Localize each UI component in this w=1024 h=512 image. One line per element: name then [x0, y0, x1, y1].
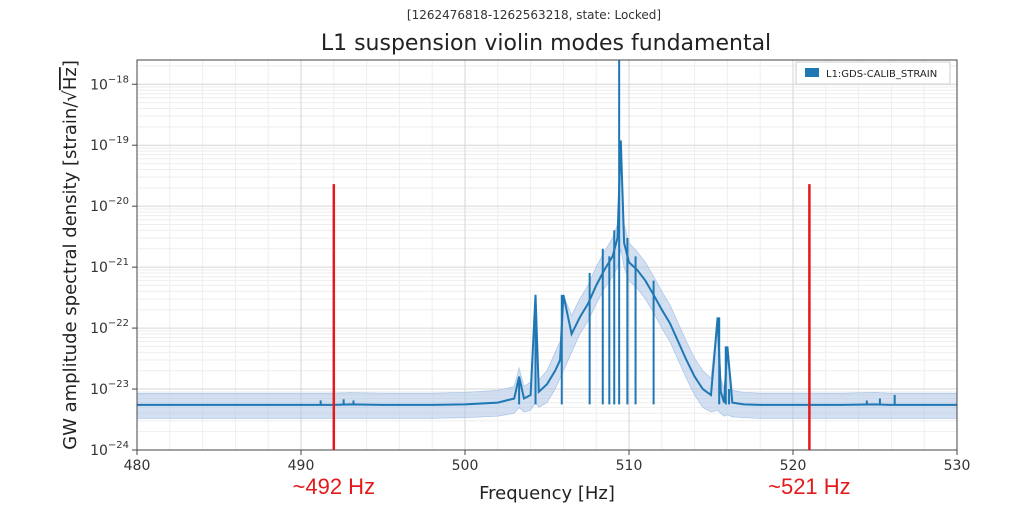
- y-tick-label-base: 10: [90, 321, 108, 337]
- y-tick-label-exponent: −19: [108, 135, 129, 146]
- y-tick-label: 10−23: [90, 379, 129, 398]
- peaks-group: [319, 60, 896, 405]
- x-axis-label: Frequency [Hz]: [479, 483, 615, 504]
- y-tick-label: 10−20: [90, 196, 129, 215]
- y-axis-label-main: GW amplitude spectral density [strain/: [60, 101, 81, 450]
- y-tick-label-base: 10: [90, 77, 108, 93]
- x-tick-label: 530: [944, 458, 971, 474]
- y-tick-label-exponent: −18: [108, 74, 129, 85]
- x-tick-label: 510: [616, 458, 643, 474]
- x-ticks: 480 490 500 510 520 530: [124, 450, 971, 474]
- annotation-label: ~492 Hz: [293, 474, 376, 499]
- minor-grid: [137, 60, 957, 450]
- chart-title: L1 suspension violin modes fundamental: [321, 31, 771, 56]
- y-tick-label-exponent: −24: [108, 440, 129, 451]
- y-tick-label-base: 10: [90, 138, 108, 154]
- y-axis-label-close: ]: [60, 60, 81, 67]
- y-tick-label: 10−24: [90, 440, 129, 459]
- y-tick-label-exponent: −22: [108, 318, 129, 329]
- y-axis-label: GW amplitude spectral density [strain/√H…: [60, 60, 81, 450]
- legend: L1:GDS-CALIB_STRAIN: [795, 61, 951, 85]
- y-tick-label-base: 10: [90, 199, 108, 215]
- y-tick-label: 10−21: [90, 257, 129, 276]
- y-tick-label-exponent: −20: [108, 196, 129, 207]
- x-tick-label: 500: [452, 458, 479, 474]
- x-tick-label: 480: [124, 458, 151, 474]
- x-tick-label: 520: [780, 458, 807, 474]
- annotations: ~492 Hz ~521 Hz: [293, 184, 851, 499]
- y-tick-label-exponent: −21: [108, 257, 129, 268]
- y-tick-label: 10−18: [90, 74, 129, 93]
- legend-box: [795, 61, 951, 85]
- y-tick-label-base: 10: [90, 382, 108, 398]
- y-tick-label: 10−19: [90, 135, 129, 154]
- y-axis-label-group: GW amplitude spectral density [strain/√H…: [60, 60, 81, 450]
- x-tick-label: 490: [288, 458, 315, 474]
- annotation-label: ~521 Hz: [768, 474, 851, 499]
- y-tick-label-base: 10: [90, 260, 108, 276]
- chart-subtitle: [1262476818-1262563218, state: Locked]: [407, 8, 661, 22]
- y-tick-label-exponent: −23: [108, 379, 129, 390]
- legend-swatch: [805, 68, 819, 77]
- legend-entry: L1:GDS-CALIB_STRAIN: [826, 69, 937, 80]
- y-axis-label-unit: Hz: [60, 67, 81, 90]
- plot-frame: [136, 59, 958, 451]
- y-axis-label-sqrt: √: [60, 90, 81, 102]
- y-tick-label-base: 10: [90, 443, 108, 459]
- y-tick-label: 10−22: [90, 318, 129, 337]
